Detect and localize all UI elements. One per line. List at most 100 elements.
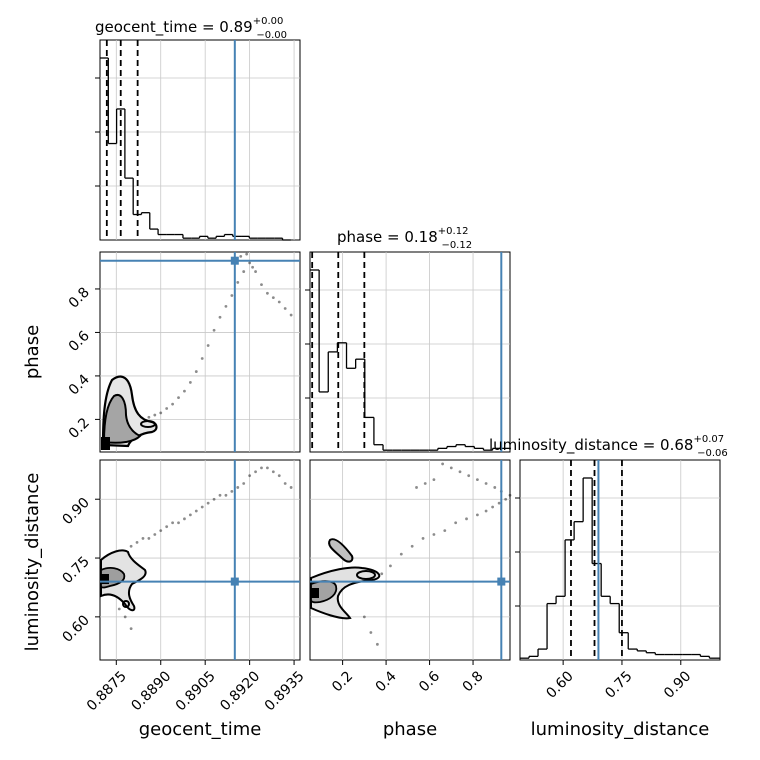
sample-point: [236, 486, 240, 489]
grid-phase-vs-geocent-time: [100, 252, 300, 452]
x-tick-label: 0.8905: [173, 668, 219, 714]
sample-point: [218, 493, 222, 497]
panel-hist-luminosity-distance: 0.60 0.75 0.90 luminosity_distance = 0.68+…: [489, 434, 728, 702]
sample-point: [454, 521, 458, 525]
sample-point: [251, 265, 254, 269]
histogram-luminosity-distance: [520, 477, 720, 659]
sample-point: [475, 513, 479, 517]
y-label-phase: phase: [22, 325, 43, 379]
x-label-geocent-time: geocent_time: [139, 719, 262, 740]
sample-point: [230, 294, 234, 297]
y-tick-label: 0.60: [59, 612, 92, 645]
panel-hist-geocent-time: geocent_time = 0.89+0.00 −0.00: [95, 16, 301, 241]
sample-point: [242, 270, 246, 273]
sample-point: [212, 328, 216, 332]
sample-point: [135, 540, 139, 544]
y-tick-label: 0.8: [66, 284, 93, 311]
sample-point: [188, 513, 192, 517]
x-ticks-luminosity-distance: 0.60 0.75 0.90: [543, 660, 694, 702]
x-tick-label: 0.8920: [217, 668, 263, 714]
panel-distance-vs-phase: 0.2 0.4 0.6 0.8: [309, 459, 512, 695]
grid-distance-vs-phase: [310, 460, 510, 660]
title-phase: phase = 0.18+0.12 −0.12: [337, 226, 472, 251]
sample-point: [289, 313, 293, 317]
histogram-phase: [310, 269, 511, 451]
x-label-phase: phase: [383, 719, 437, 740]
sample-point: [153, 533, 157, 536]
sample-point: [194, 509, 198, 513]
grid-geocent-time-hist: [100, 40, 300, 240]
x-tick-label: 0.2: [329, 668, 356, 695]
y-tick-label: 0.90: [59, 495, 92, 528]
sample-point: [171, 402, 174, 406]
sample-point: [493, 486, 497, 489]
sample-point: [465, 517, 468, 521]
sample-point: [177, 521, 180, 525]
x-label-luminosity-distance: luminosity_distance: [531, 719, 710, 740]
sample-point: [421, 537, 425, 540]
quantile-lines-geocent-time: [105, 40, 139, 240]
x-tick-label: 0.8890: [128, 668, 174, 714]
sample-point: [449, 466, 453, 470]
panel-phase-vs-geocent-time: 0.2 0.4 0.6 0.8: [66, 251, 301, 453]
sample-point: [475, 478, 479, 482]
sample-point: [129, 627, 133, 631]
sample-point: [171, 521, 174, 525]
grid-phase-hist: [310, 252, 510, 452]
sample-point: [497, 501, 501, 505]
sample-point: [212, 497, 216, 501]
sample-point: [159, 411, 163, 415]
title-luminosity-distance: luminosity_distance = 0.68+0.07 −0.06: [489, 434, 728, 459]
sample-point: [254, 470, 257, 474]
samples-distance-vs-geocent-time: [101, 466, 293, 631]
sample-point: [423, 482, 427, 485]
y-ticks-distance-hist: [515, 497, 520, 607]
y-tick-label: 0.2: [66, 415, 93, 442]
sample-point: [129, 544, 133, 548]
x-tick-label: 0.8: [460, 668, 487, 695]
sample-point: [218, 315, 222, 319]
sample-point: [159, 529, 163, 532]
sample-point: [380, 572, 384, 576]
truth-marker-p4: [230, 577, 239, 586]
sample-point: [491, 505, 495, 509]
sample-point: [183, 389, 186, 393]
histogram-geocent-time: [100, 57, 291, 241]
y-ticks-phase-hist: [305, 289, 310, 399]
sample-point: [432, 478, 436, 482]
sample-point: [194, 370, 198, 373]
sample-point: [230, 489, 234, 493]
sample-point: [369, 631, 373, 634]
x-tick-label: 0.60: [543, 668, 576, 701]
sample-point: [484, 482, 488, 485]
sample-point: [467, 474, 471, 478]
panel-distance-vs-geocent-time: 0.60 0.75 0.90 0.88750.88900.89050.89200.8…: [59, 459, 308, 714]
sample-point: [277, 300, 281, 304]
sample-point: [443, 529, 447, 532]
sample-point: [266, 291, 269, 295]
panel-hist-phase: phase = 0.18+0.12 −0.12: [305, 226, 511, 453]
sample-point: [410, 544, 414, 548]
y-tick-label: 0.6: [66, 328, 93, 355]
sample-point: [508, 493, 512, 497]
contours-distance-vs-phase: [310, 538, 381, 620]
grid-distance-vs-geocent-time: [100, 460, 300, 660]
sample-point: [153, 413, 157, 417]
sample-point: [271, 296, 275, 300]
sample-point: [375, 642, 379, 646]
sample-point: [224, 493, 228, 497]
y-label-luminosity-distance: luminosity_distance: [22, 473, 43, 652]
sample-point: [271, 470, 275, 474]
sample-point: [224, 304, 228, 308]
y-ticks-luminosity-distance: 0.60 0.75 0.90: [59, 495, 100, 646]
sample-point: [248, 474, 252, 478]
sample-point: [147, 537, 151, 540]
sample-point: [432, 533, 436, 536]
sample-point: [283, 482, 287, 485]
sample-point: [362, 615, 366, 619]
x-tick-label: 0.8935: [262, 668, 308, 714]
sample-point: [277, 474, 281, 478]
sample-point: [206, 501, 210, 505]
sample-point: [260, 466, 263, 470]
